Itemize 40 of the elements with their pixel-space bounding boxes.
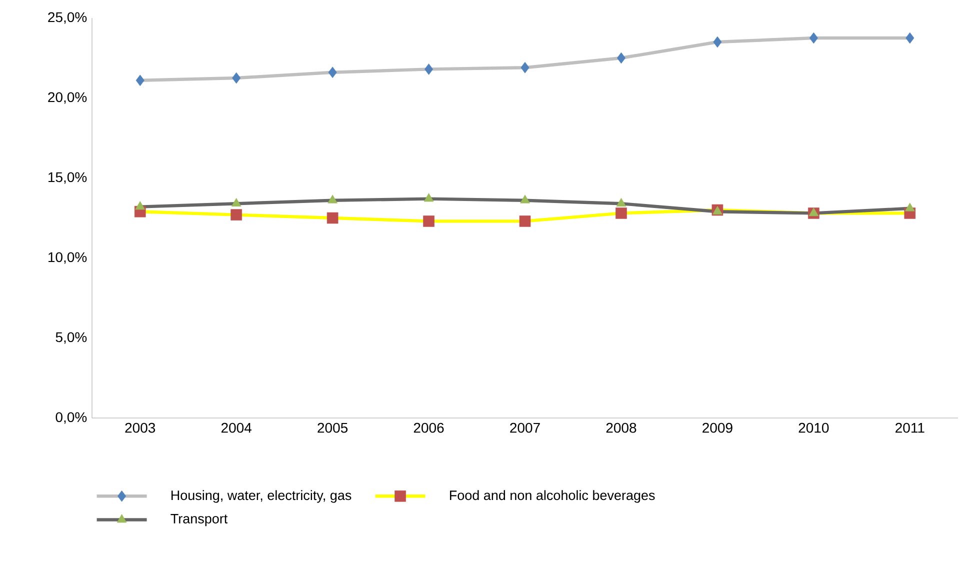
point bbox=[713, 36, 722, 48]
x-tick-label: 2011 bbox=[896, 422, 924, 433]
point bbox=[328, 66, 337, 78]
y-tick-label: 15,0% bbox=[48, 172, 87, 184]
legend-label: Food and non alcoholic beverages bbox=[450, 490, 655, 503]
x-tick-label: 2008 bbox=[606, 422, 636, 433]
y-tick-label: 25,0% bbox=[48, 12, 87, 24]
x-tick-label: 2004 bbox=[221, 422, 252, 433]
point bbox=[326, 212, 338, 224]
point bbox=[423, 216, 434, 227]
point bbox=[809, 32, 818, 44]
point bbox=[231, 198, 242, 206]
legend-label: Housing, water, electricity, gas bbox=[171, 490, 352, 503]
point bbox=[904, 202, 915, 212]
point bbox=[519, 216, 531, 227]
point bbox=[616, 208, 627, 219]
y-tick-label: 10,0% bbox=[48, 252, 87, 264]
point bbox=[520, 62, 530, 74]
y-tick-label: 0,0% bbox=[56, 412, 87, 424]
y-tick-label: 20,0% bbox=[48, 92, 87, 104]
point bbox=[328, 194, 338, 204]
point bbox=[808, 208, 819, 216]
x-tick-label: 2009 bbox=[702, 422, 732, 433]
point bbox=[230, 209, 242, 220]
x-tick-label: 2006 bbox=[414, 422, 444, 433]
x-tick-label: 2005 bbox=[318, 422, 348, 433]
x-tick-label: 2010 bbox=[798, 422, 829, 433]
point bbox=[136, 74, 144, 86]
point bbox=[616, 52, 626, 64]
legend-label: Transport bbox=[170, 514, 228, 526]
point bbox=[616, 198, 626, 206]
point bbox=[424, 64, 434, 75]
point bbox=[135, 201, 146, 210]
x-tick-label: 2007 bbox=[510, 422, 540, 433]
point bbox=[520, 194, 530, 204]
point bbox=[906, 32, 914, 44]
point bbox=[232, 72, 241, 84]
point bbox=[424, 193, 434, 202]
y-tick-label: 5,0% bbox=[56, 332, 87, 344]
x-tick-label: 2003 bbox=[125, 422, 156, 433]
